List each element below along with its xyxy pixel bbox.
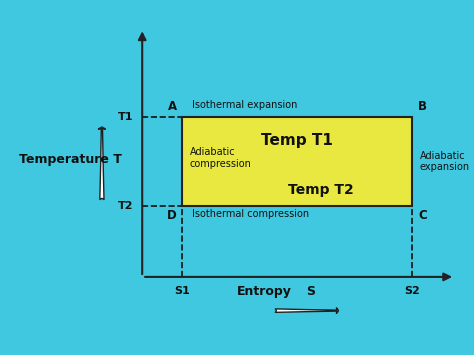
Text: S2: S2 xyxy=(404,286,420,296)
Text: Isothermal compression: Isothermal compression xyxy=(192,209,309,219)
Text: S1: S1 xyxy=(174,286,191,296)
Text: D: D xyxy=(167,209,177,222)
Text: T1: T1 xyxy=(118,112,134,122)
Text: Temperature T: Temperature T xyxy=(19,153,122,166)
Text: A: A xyxy=(168,99,177,113)
Bar xyxy=(182,117,412,206)
Text: Isothermal expansion: Isothermal expansion xyxy=(192,100,297,110)
Text: Adiabatic
compression: Adiabatic compression xyxy=(190,147,252,169)
Text: Temp T1: Temp T1 xyxy=(262,133,333,148)
Text: Adiabatic
expansion: Adiabatic expansion xyxy=(419,151,470,172)
Text: T2: T2 xyxy=(118,201,134,211)
Text: B: B xyxy=(418,99,427,113)
Text: Temp T2: Temp T2 xyxy=(288,183,354,197)
Text: Entropy: Entropy xyxy=(237,285,292,298)
Text: C: C xyxy=(418,209,427,222)
Text: S: S xyxy=(306,285,315,298)
